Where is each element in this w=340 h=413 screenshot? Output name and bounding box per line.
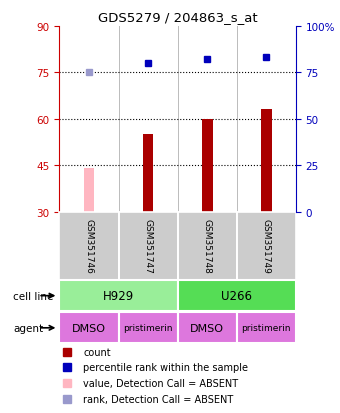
- Text: GSM351748: GSM351748: [203, 218, 212, 273]
- Bar: [261, 110, 272, 212]
- Bar: [202, 119, 212, 212]
- Text: DMSO: DMSO: [72, 323, 106, 333]
- Text: value, Detection Call = ABSENT: value, Detection Call = ABSENT: [83, 378, 238, 388]
- Title: GDS5279 / 204863_s_at: GDS5279 / 204863_s_at: [98, 11, 257, 24]
- Text: pristimerin: pristimerin: [123, 323, 173, 332]
- FancyBboxPatch shape: [59, 280, 177, 311]
- Text: pristimerin: pristimerin: [241, 323, 291, 332]
- Text: percentile rank within the sample: percentile rank within the sample: [83, 363, 248, 373]
- FancyBboxPatch shape: [177, 280, 296, 311]
- Text: U266: U266: [221, 290, 252, 302]
- FancyBboxPatch shape: [59, 313, 119, 344]
- FancyBboxPatch shape: [59, 212, 119, 280]
- FancyBboxPatch shape: [119, 313, 177, 344]
- Text: count: count: [83, 347, 111, 357]
- Text: rank, Detection Call = ABSENT: rank, Detection Call = ABSENT: [83, 394, 233, 404]
- Bar: [143, 135, 153, 212]
- Bar: [84, 169, 95, 212]
- FancyBboxPatch shape: [177, 212, 237, 280]
- FancyBboxPatch shape: [119, 212, 177, 280]
- Text: GSM351747: GSM351747: [143, 218, 153, 273]
- FancyBboxPatch shape: [237, 212, 296, 280]
- Text: cell line: cell line: [13, 291, 54, 301]
- Text: GSM351746: GSM351746: [85, 218, 94, 273]
- Text: DMSO: DMSO: [190, 323, 224, 333]
- Text: H929: H929: [103, 290, 134, 302]
- FancyBboxPatch shape: [177, 313, 237, 344]
- FancyBboxPatch shape: [237, 313, 296, 344]
- Text: GSM351749: GSM351749: [262, 218, 271, 273]
- Text: agent: agent: [13, 323, 44, 333]
